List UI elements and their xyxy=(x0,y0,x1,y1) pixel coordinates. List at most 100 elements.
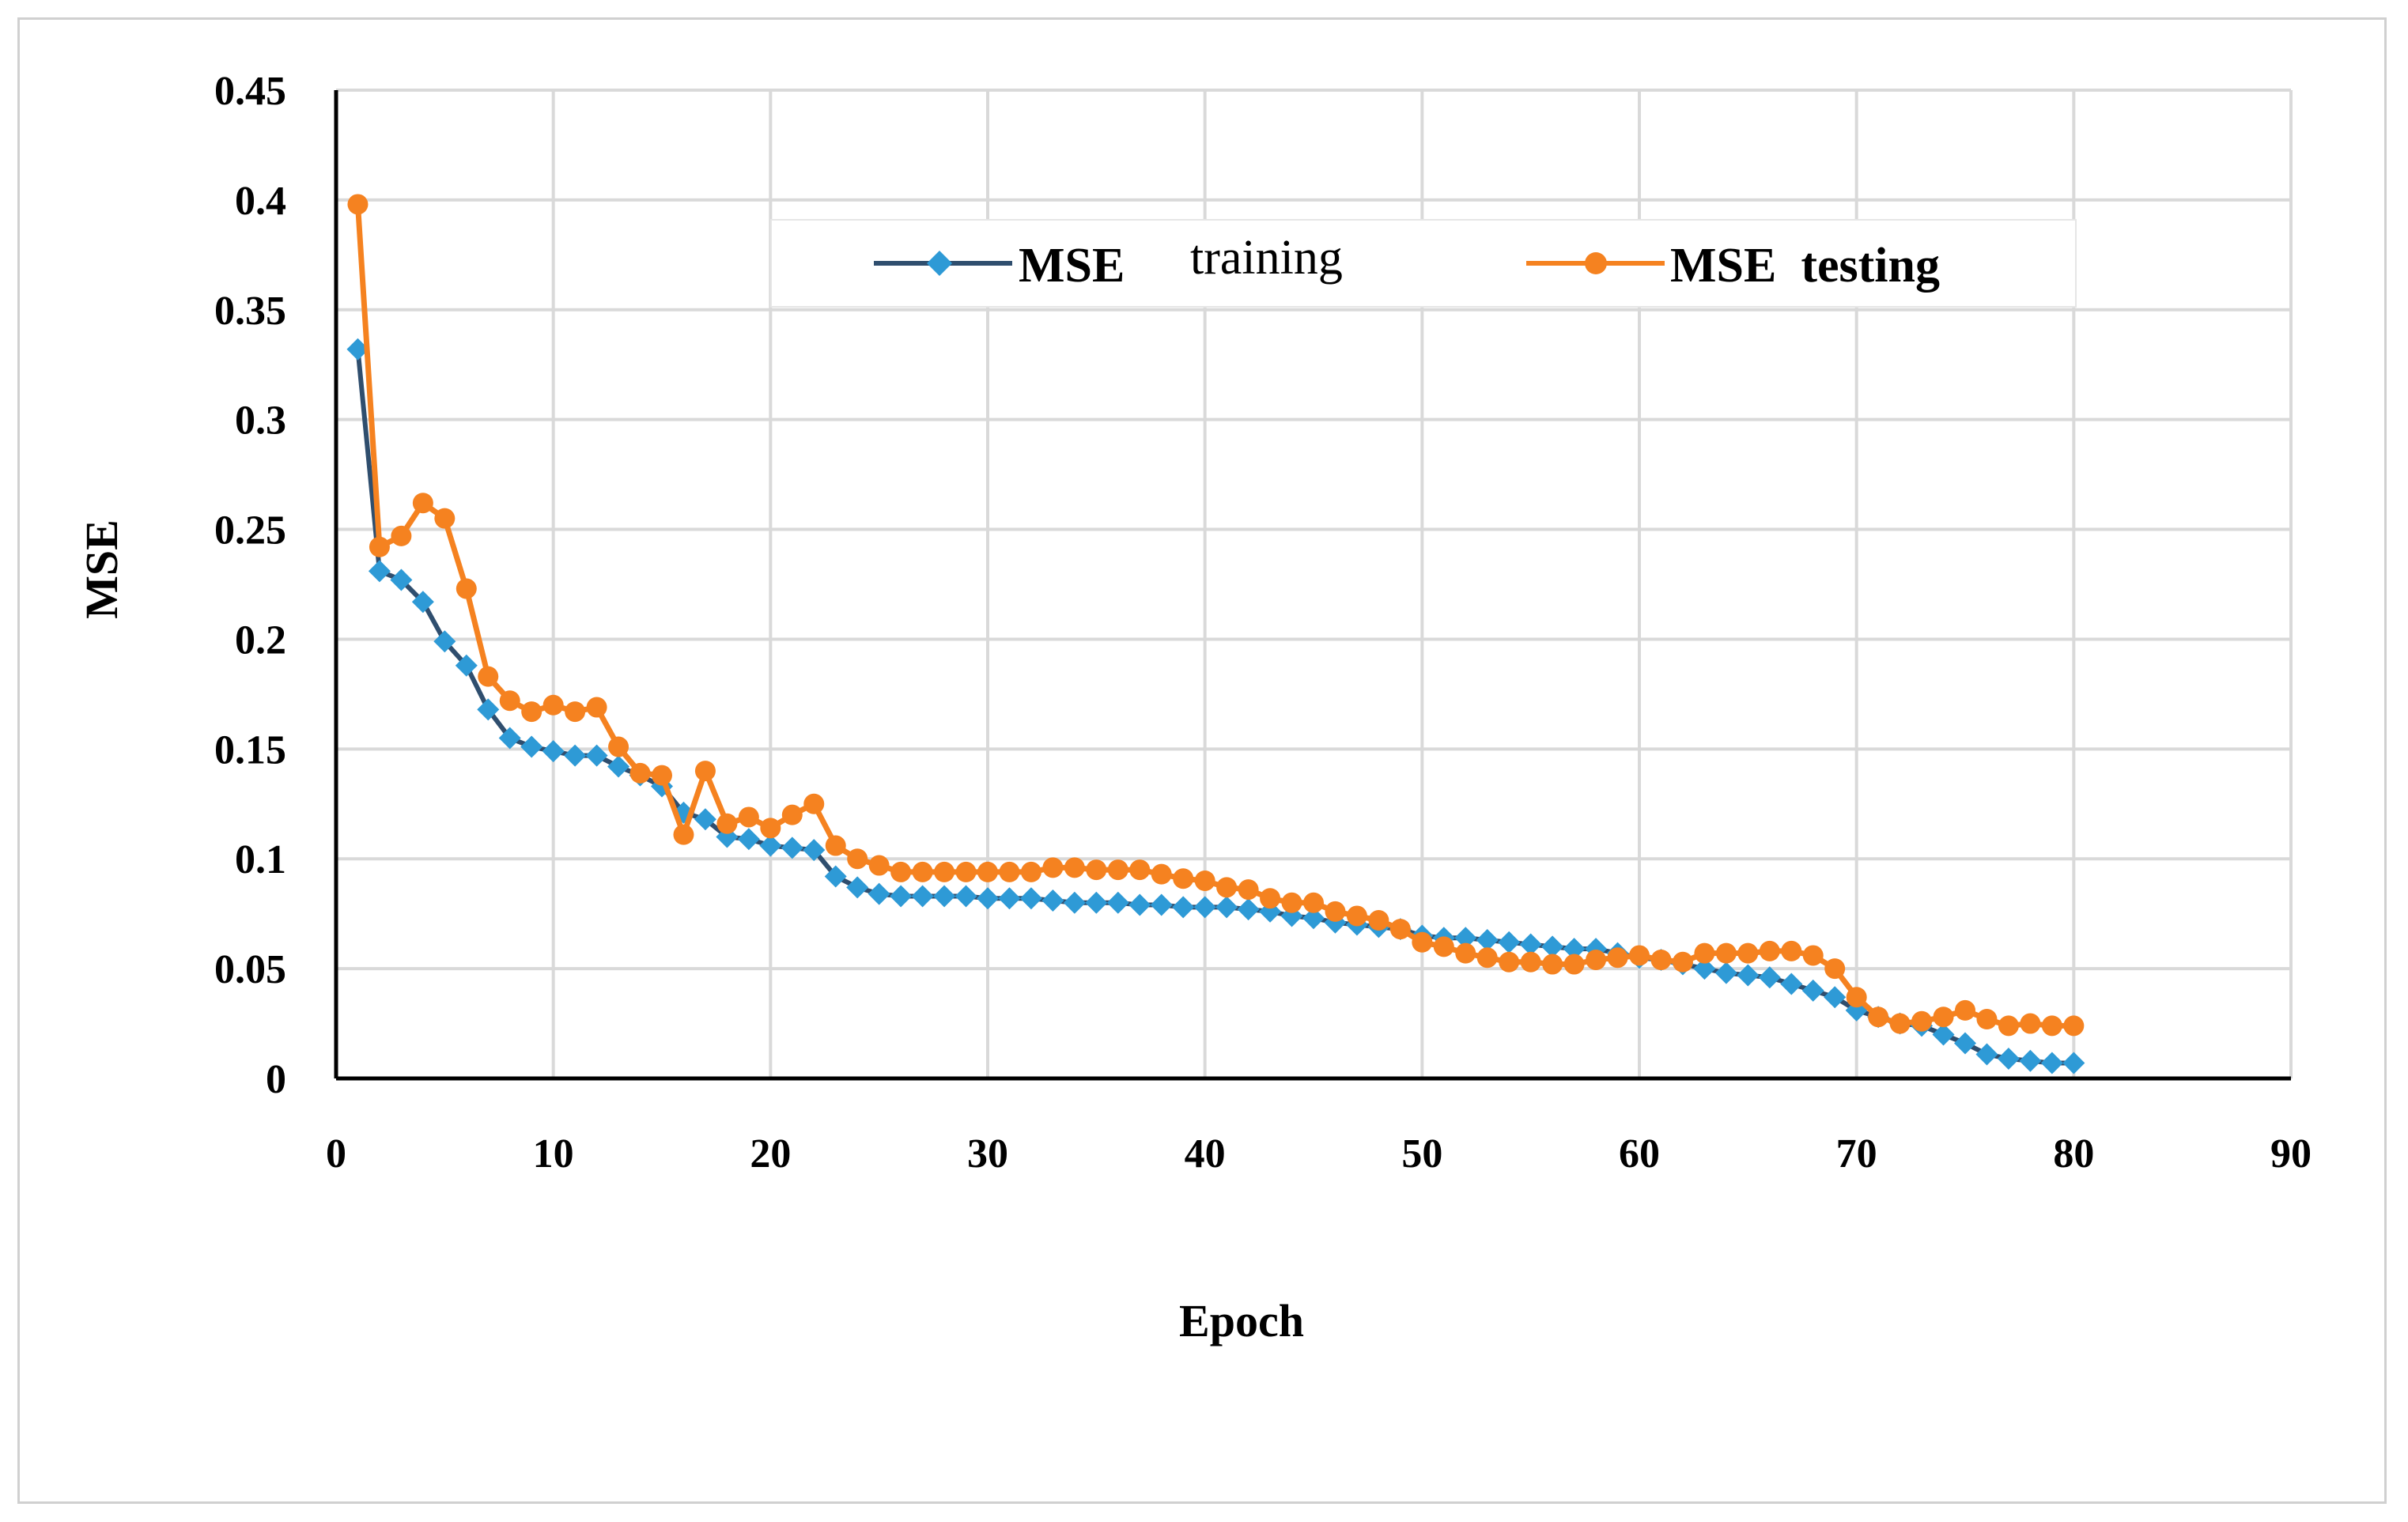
testing-point xyxy=(412,493,433,514)
training-point xyxy=(998,887,1021,910)
testing-point xyxy=(868,855,890,876)
testing-line xyxy=(354,204,2074,1029)
testing-point xyxy=(1586,950,1607,970)
testing-point xyxy=(391,525,412,546)
testing-point xyxy=(608,736,629,757)
x-tick-label: 70 xyxy=(1836,1131,1877,1176)
testing-point xyxy=(369,536,390,557)
y-axis-title: MSE xyxy=(76,519,127,619)
testing-point xyxy=(1911,1010,1933,1032)
training-point xyxy=(1758,966,1781,989)
y-tick-label: 0.4 xyxy=(235,179,286,224)
x-tick-label: 50 xyxy=(1401,1131,1442,1176)
testing-point xyxy=(499,690,520,712)
testing-point xyxy=(1868,1006,1889,1028)
training-point xyxy=(607,755,630,778)
testing-point xyxy=(2020,1013,2041,1034)
testing-point xyxy=(1325,901,1346,922)
training-point xyxy=(346,338,369,361)
testing-point xyxy=(1759,940,1780,961)
training-point xyxy=(1541,935,1564,958)
testing-point xyxy=(1889,1013,1911,1034)
testing-point xyxy=(478,666,499,687)
training-point xyxy=(1019,887,1042,910)
testing-point xyxy=(673,824,694,845)
testing-point xyxy=(1542,954,1563,975)
testing-point xyxy=(1520,951,1541,972)
training-point xyxy=(455,654,478,677)
testing-point xyxy=(1173,868,1194,889)
testing-point xyxy=(1129,859,1151,881)
testing-point xyxy=(890,861,912,882)
training-point xyxy=(1780,972,1803,995)
legend: MSE training MSE testing xyxy=(770,219,2077,308)
testing-point xyxy=(1629,945,1650,966)
testing-point xyxy=(1499,951,1520,972)
training-point xyxy=(2040,1052,2063,1074)
x-tick-label: 10 xyxy=(533,1131,574,1176)
y-tick-labels: 0 0.05 0.1 0.15 0.2 0.25 0.3 0.35 0.4 0.45 xyxy=(214,69,286,1102)
testing-point xyxy=(1955,999,1975,1021)
y-tick-label: 0.3 xyxy=(235,398,286,444)
training-point xyxy=(1824,986,1847,1009)
testing-point xyxy=(803,793,825,814)
training-point xyxy=(1975,1043,1998,1066)
testing-point xyxy=(1455,942,1476,964)
training-point xyxy=(1932,1023,1955,1046)
training-point xyxy=(2019,1049,2042,1072)
training-point xyxy=(1128,893,1151,916)
training-point xyxy=(977,887,999,910)
testing-point xyxy=(934,861,955,882)
testing-point xyxy=(694,761,716,782)
y-tick-label: 0.2 xyxy=(235,617,286,663)
testing-point xyxy=(1824,958,1846,980)
x-tick-label: 90 xyxy=(2270,1131,2312,1176)
testing-point xyxy=(716,813,738,834)
y-tick-label: 0.45 xyxy=(214,69,286,114)
testing-point xyxy=(999,861,1020,882)
training-point xyxy=(1476,929,1499,951)
testing-point xyxy=(521,701,542,723)
legend-training-normal: training xyxy=(1190,231,1343,285)
training-point xyxy=(1063,891,1086,914)
testing-point xyxy=(1672,951,1693,972)
x-axis-title: Epoch xyxy=(1179,1295,1304,1346)
testing-point xyxy=(1260,888,1281,909)
testing-point xyxy=(1368,910,1389,931)
testing-point xyxy=(1694,942,1715,964)
testing-point xyxy=(912,861,933,882)
testing-point xyxy=(781,804,803,825)
testing-point xyxy=(1238,879,1259,901)
testing-point xyxy=(1715,942,1737,964)
training-point xyxy=(1954,1032,1976,1055)
training-point xyxy=(1737,964,1760,987)
testing-point xyxy=(1020,861,1041,882)
testing-point xyxy=(1476,947,1498,969)
legend-training-bold: MSE xyxy=(1019,239,1125,293)
testing-point xyxy=(1650,950,1672,970)
testing-point xyxy=(825,835,846,856)
legend-testing-label: MSE testing xyxy=(1670,239,1940,293)
training-point xyxy=(759,834,782,857)
training-point xyxy=(1563,938,1586,961)
testing-point xyxy=(1042,857,1064,878)
training-point xyxy=(824,865,847,888)
training-point xyxy=(498,727,521,750)
training-point xyxy=(781,837,803,859)
training-point xyxy=(1106,891,1129,914)
training-point xyxy=(1085,891,1108,914)
testing-point xyxy=(1563,954,1585,975)
training-point xyxy=(564,744,587,767)
training-point xyxy=(868,882,890,905)
x-tick-label: 30 xyxy=(967,1131,1008,1176)
testing-point xyxy=(456,578,477,599)
training-point xyxy=(911,885,934,908)
training-point xyxy=(737,828,760,851)
testing-point xyxy=(1433,936,1454,957)
testing-point xyxy=(1107,859,1128,881)
training-point xyxy=(1237,898,1260,921)
axes xyxy=(334,90,2291,1081)
testing-point xyxy=(1998,1015,2019,1037)
x-tick-label: 60 xyxy=(1619,1131,1660,1176)
